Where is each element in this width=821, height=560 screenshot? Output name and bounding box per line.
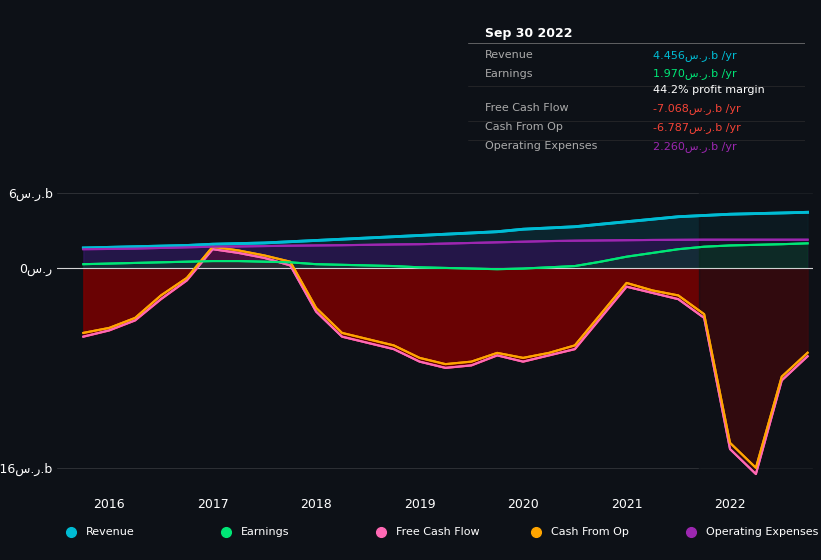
Text: Cash From Op: Cash From Op [551,527,629,537]
Text: Free Cash Flow: Free Cash Flow [396,527,479,537]
Text: 4.456س.ر.b /yr: 4.456س.ر.b /yr [654,50,736,60]
Text: Sep 30 2022: Sep 30 2022 [484,27,572,40]
FancyBboxPatch shape [699,168,813,493]
Text: -7.068س.ر.b /yr: -7.068س.ر.b /yr [654,103,741,114]
Text: Revenue: Revenue [85,527,134,537]
Text: 2.260س.ر.b /yr: 2.260س.ر.b /yr [654,141,736,152]
Text: Earnings: Earnings [241,527,289,537]
Text: 44.2% profit margin: 44.2% profit margin [654,85,765,95]
Text: Cash From Op: Cash From Op [484,122,562,132]
Text: -6.787س.ر.b /yr: -6.787س.ر.b /yr [654,122,741,133]
Text: Revenue: Revenue [484,50,534,60]
Text: Free Cash Flow: Free Cash Flow [484,104,568,114]
Text: Operating Expenses: Operating Expenses [706,527,819,537]
Text: 1.970س.ر.b /yr: 1.970س.ر.b /yr [654,68,736,80]
Text: Earnings: Earnings [484,69,534,79]
Text: Operating Expenses: Operating Expenses [484,141,597,151]
